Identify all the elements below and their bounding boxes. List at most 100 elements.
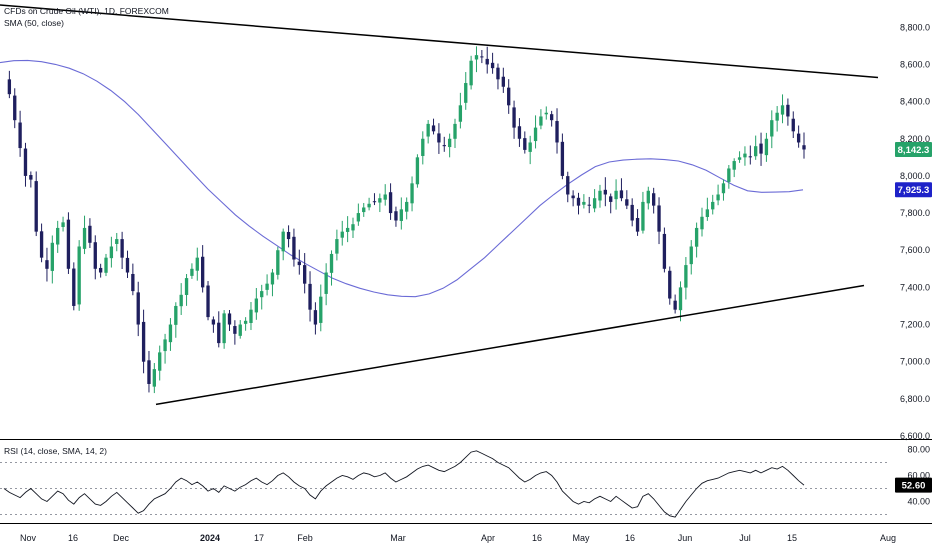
- candle-body: [158, 352, 162, 371]
- rsi-value-badge: 52.60: [895, 477, 932, 493]
- candle: [39, 223, 44, 263]
- candle: [324, 263, 328, 306]
- candle: [469, 55, 473, 90]
- candle: [115, 232, 119, 252]
- candle-body: [721, 183, 726, 194]
- candle-body: [88, 225, 92, 243]
- sma-legend[interactable]: SMA (50, close): [4, 18, 64, 28]
- candle: [657, 197, 661, 245]
- candle: [190, 263, 194, 279]
- candle-body: [394, 211, 398, 221]
- candle-body: [362, 207, 366, 213]
- candle: [668, 266, 672, 305]
- candle: [362, 202, 366, 217]
- candle-body: [764, 138, 769, 156]
- candle: [372, 193, 377, 206]
- time-axis[interactable]: Nov 16 Dec 2024 17 Feb Mar Apr 16 May 16 Jun Jul 15 Au…: [20, 533, 896, 543]
- time-tick-label: 16: [532, 533, 542, 543]
- symbol-legend[interactable]: CFDs on Crude Oil (WTI), 1D, FOREXCOM: [4, 6, 169, 16]
- candle: [775, 106, 779, 132]
- candle: [238, 320, 242, 339]
- candle-body: [260, 291, 264, 298]
- candle: [512, 100, 516, 139]
- candle-body: [286, 231, 291, 240]
- svg-text:8,142.3: 8,142.3: [898, 145, 930, 156]
- candle-body: [780, 105, 785, 115]
- time-tick-label: Dec: [113, 533, 130, 543]
- candle: [195, 247, 199, 281]
- candle: [72, 262, 76, 311]
- candle: [227, 310, 232, 331]
- candle: [88, 218, 92, 248]
- candle: [265, 274, 269, 296]
- price-tick-label: 6,600.0: [900, 431, 930, 441]
- candle-body: [474, 55, 479, 60]
- candle-body: [56, 227, 60, 245]
- candle: [437, 123, 441, 154]
- rsi-legend[interactable]: RSI (14, close, SMA, 14, 2): [4, 446, 107, 456]
- candle-body: [66, 219, 71, 269]
- candle: [716, 184, 720, 206]
- candle-body: [388, 192, 393, 214]
- candle-body: [507, 87, 511, 106]
- candle: [163, 333, 167, 364]
- candle: [743, 146, 747, 166]
- time-tick-label: Apr: [481, 533, 495, 543]
- last-price-badge: 8,142.3: [895, 142, 932, 157]
- candle: [131, 263, 135, 296]
- time-tick-label: Jun: [678, 533, 693, 543]
- candle: [82, 215, 87, 255]
- candle-body: [29, 175, 33, 180]
- price-axis[interactable]: 8,800.0 8,600.0 8,400.0 8,200.0 8,000.0 7,800…: [900, 22, 930, 441]
- svg-text:52.60: 52.60: [902, 480, 926, 491]
- candle: [56, 220, 60, 253]
- candles: [7, 46, 806, 394]
- price-tick-label: 8,800.0: [900, 22, 930, 32]
- candle-body: [45, 260, 49, 269]
- rsi-tick-label: 60.00: [907, 471, 930, 481]
- candle: [319, 284, 323, 332]
- candle: [598, 184, 602, 208]
- candle-body: [678, 287, 683, 311]
- candle-body: [270, 272, 275, 285]
- candle-body: [737, 157, 742, 160]
- candle: [50, 235, 54, 284]
- candle: [705, 197, 710, 221]
- sma-line: [0, 59, 804, 298]
- candle-body: [770, 120, 774, 137]
- candle: [125, 250, 130, 279]
- candle: [614, 179, 618, 210]
- candle-body: [184, 278, 189, 295]
- candle: [431, 118, 436, 135]
- candle-body: [405, 201, 409, 212]
- candle-body: [351, 224, 355, 231]
- candle: [329, 250, 334, 286]
- candle: [356, 203, 361, 226]
- candle-body: [200, 256, 205, 288]
- candle-body: [694, 227, 699, 247]
- candle-body: [711, 201, 715, 210]
- dotted-levels: [0, 462, 890, 515]
- candle: [378, 193, 382, 213]
- candle: [641, 191, 645, 234]
- rsi-axis[interactable]: 80.00 60.00 40.00: [907, 445, 930, 507]
- candle-body: [544, 112, 548, 115]
- candle-body: [517, 126, 522, 139]
- candle-body: [549, 114, 554, 121]
- time-tick-label: Mar: [390, 533, 406, 543]
- candle-body: [233, 326, 237, 334]
- candle-body: [243, 320, 248, 324]
- candle-body: [523, 138, 527, 150]
- candle: [737, 151, 742, 163]
- candle: [254, 288, 259, 320]
- candle-body: [539, 116, 543, 126]
- candle: [711, 194, 715, 215]
- candle-body: [163, 339, 167, 352]
- candle-body: [367, 203, 371, 208]
- sma-layer: [0, 59, 804, 298]
- candle-body: [673, 300, 677, 310]
- candle-body: [136, 292, 140, 325]
- candle: [77, 240, 81, 311]
- candle-body: [512, 107, 516, 128]
